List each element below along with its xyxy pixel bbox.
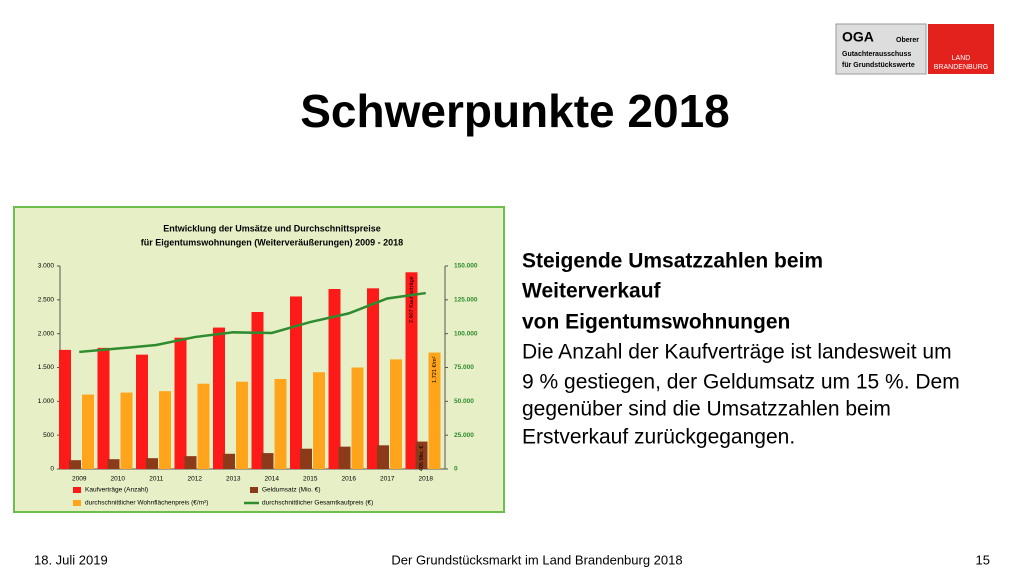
y-tick-label: 500 xyxy=(43,432,54,439)
bar xyxy=(174,337,187,469)
chart: 0 500 1.000 1.500 2.000 2.500 3.000 0 25.000 50.0… xyxy=(38,263,478,507)
y2-tick-label: 25.000 xyxy=(454,432,474,439)
bar xyxy=(300,448,312,469)
legend-key xyxy=(250,487,258,493)
y-tick-label: 2.500 xyxy=(38,297,55,304)
logo-box xyxy=(835,23,927,75)
bar xyxy=(69,460,81,469)
y-tick-label: 1.000 xyxy=(38,398,55,405)
body-text: Die Anzahl der Kaufverträge ist landeswe… xyxy=(522,341,952,364)
logo-line: Gutachterausschuss xyxy=(842,51,911,58)
bar xyxy=(184,456,197,469)
bar xyxy=(213,327,225,469)
x-tick-label: 2009 xyxy=(72,476,87,483)
x-tick-label: 2013 xyxy=(226,476,241,483)
y2-tick-label: 125.000 xyxy=(454,297,478,304)
heading: Steigende Umsatzzahlen beim xyxy=(522,250,823,273)
y2-tick-label: 75.000 xyxy=(454,364,474,371)
footer-date: 18. Juli 2019 xyxy=(34,552,108,567)
bar xyxy=(367,288,379,469)
bar xyxy=(97,347,110,469)
value-label: 405 Mio. € xyxy=(419,446,425,472)
logo-state-text: BRANDENBURG xyxy=(934,64,988,71)
bar xyxy=(197,383,210,469)
bar xyxy=(120,392,133,469)
line xyxy=(79,291,426,354)
bar xyxy=(159,391,171,469)
legend-label: Kaufverträge (Anzahl) xyxy=(85,487,148,494)
footer-center: Der Grundstücksmarkt im Land Brandenburg… xyxy=(391,552,682,567)
y2-tick-label: 50.000 xyxy=(454,398,474,405)
logo-abbr: OGA xyxy=(842,29,874,45)
bar xyxy=(136,354,148,469)
y-tick-label: 3.000 xyxy=(38,263,55,270)
body-text: gegenüber sind die Umsatzzahlen beim xyxy=(522,398,891,421)
x-tick-label: 2017 xyxy=(380,476,395,483)
y2-tick-label: 0 xyxy=(454,466,458,473)
x-tick-label: 2010 xyxy=(111,476,126,483)
x-tick-label: 2011 xyxy=(149,476,163,483)
value-label: 2.907 Kaufverträge xyxy=(409,276,415,323)
bar xyxy=(328,289,341,469)
logo-line: für Grundstückswerte xyxy=(842,62,915,69)
footer-page: 15 xyxy=(976,552,990,567)
y2-tick-label: 100.000 xyxy=(454,330,478,337)
bar xyxy=(428,352,441,469)
bar xyxy=(377,445,389,469)
x-tick-label: 2014 xyxy=(265,476,280,483)
legend-key xyxy=(73,487,81,493)
y2-tick-label: 150.000 xyxy=(454,263,478,270)
bar xyxy=(251,312,264,469)
x-tick-label: 2016 xyxy=(342,476,357,483)
bar xyxy=(351,367,364,469)
x-tick-label: 2015 xyxy=(303,476,318,483)
text-block: Steigende Umsatzzahlen beim Weiterverkau… xyxy=(522,250,960,449)
y-tick-label: 1.500 xyxy=(38,364,55,371)
bar xyxy=(390,359,402,469)
chart-title: für Eigentumswohnungen (Weiterveräußerun… xyxy=(141,237,403,247)
bar xyxy=(313,372,325,469)
chart-title: Entwicklung der Umsätze und Durchschnitt… xyxy=(163,223,381,233)
legend-label: durchschnittlicher Gesamtkaufpreis (€) xyxy=(262,500,373,507)
y-tick-label: 0 xyxy=(50,466,54,473)
y-tick-label: 2.000 xyxy=(38,330,55,337)
logo-state-text: LAND xyxy=(952,55,971,62)
bar xyxy=(146,458,158,469)
heading: Weiterverkauf xyxy=(522,280,662,303)
bar xyxy=(415,441,428,469)
legend-key xyxy=(73,500,81,506)
bar xyxy=(59,349,71,469)
body-text: Erstverkauf zurückgegangen. xyxy=(522,426,795,449)
bar xyxy=(290,296,302,469)
bar xyxy=(236,381,248,469)
x-tick-label: 2018 xyxy=(419,476,434,483)
logo-state xyxy=(928,24,994,74)
bar xyxy=(405,272,418,469)
value-label: 1.721 €/m² xyxy=(432,356,438,382)
bar xyxy=(223,453,235,469)
legend-label: durchschnittlicher Wohnflächenpreis (€/m… xyxy=(85,500,208,507)
bar xyxy=(261,453,274,469)
logo-line: Oberer xyxy=(896,37,919,44)
bar xyxy=(338,446,351,469)
body-text: 9 % gestiegen, der Geldumsatz um 15 %. D… xyxy=(522,371,960,394)
bar xyxy=(274,379,287,469)
slide-title: Schwerpunkte 2018 xyxy=(300,85,730,137)
heading: von Eigentumswohnungen xyxy=(522,311,790,334)
x-tick-label: 2012 xyxy=(188,476,203,483)
bar xyxy=(82,394,94,469)
legend-label: Geldumsatz (Mio. €) xyxy=(262,487,321,494)
bar xyxy=(107,459,120,469)
